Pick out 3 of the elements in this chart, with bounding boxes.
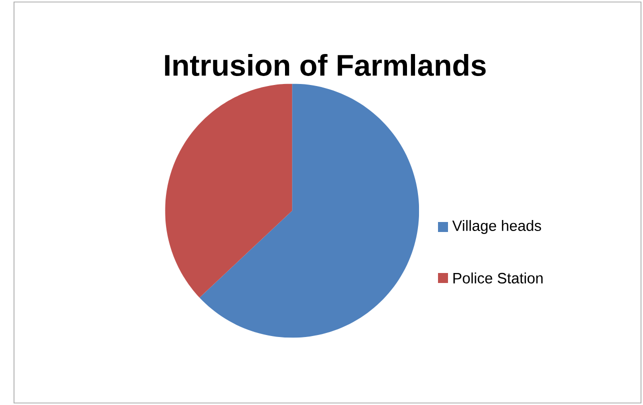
- legend-label: Village heads: [452, 220, 542, 234]
- legend-label: Police Station: [453, 272, 543, 284]
- chart-title: Intrusion of Farmlands: [165, 54, 486, 76]
